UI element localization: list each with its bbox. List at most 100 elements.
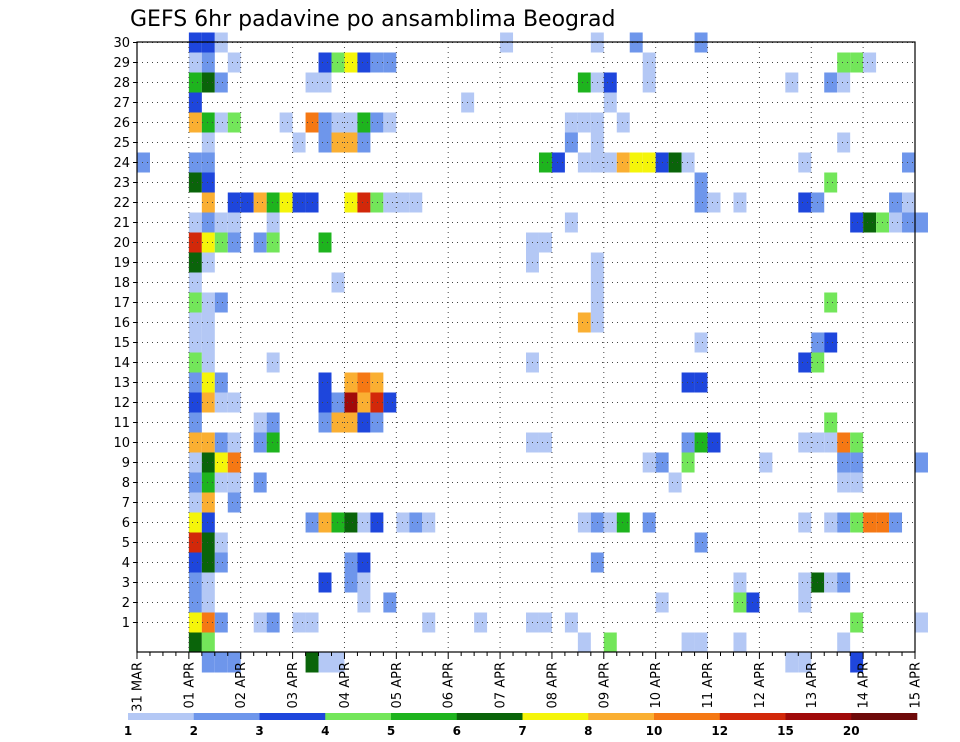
colorbar-label: 1 bbox=[124, 724, 132, 738]
heatmap-cell bbox=[694, 532, 708, 553]
heatmap-cell bbox=[201, 572, 215, 593]
heatmap-cell bbox=[331, 652, 345, 673]
heatmap-cell bbox=[707, 432, 721, 453]
heatmap-cell bbox=[188, 572, 202, 593]
heatmap-cell bbox=[201, 452, 215, 473]
y-tick-label: 15 bbox=[113, 336, 130, 351]
y-tick-label: 28 bbox=[113, 76, 130, 91]
colorbar-label: 12 bbox=[711, 724, 728, 738]
x-tick-label: 01 APR bbox=[182, 662, 197, 708]
heatmap-cell bbox=[357, 372, 371, 393]
heatmap-cell bbox=[214, 532, 228, 553]
y-tick-label: 29 bbox=[113, 56, 130, 71]
y-tick-label: 9 bbox=[122, 456, 130, 471]
heatmap-cell bbox=[201, 192, 215, 213]
heatmap-cell bbox=[318, 232, 332, 253]
y-tick-label: 27 bbox=[113, 96, 130, 111]
heatmap-cell bbox=[902, 212, 915, 233]
heatmap-cell bbox=[850, 512, 864, 533]
heatmap-cell bbox=[318, 52, 332, 73]
heatmap-cell bbox=[188, 152, 202, 173]
y-tick-label: 20 bbox=[113, 236, 130, 251]
y-tick-label: 25 bbox=[113, 136, 130, 151]
heatmap-cell bbox=[409, 512, 423, 533]
heatmap-cell bbox=[837, 132, 851, 153]
heatmap-cell bbox=[318, 392, 332, 413]
heatmap-cell bbox=[214, 112, 228, 133]
heatmap-cell bbox=[344, 112, 358, 133]
heatmap-cell bbox=[305, 652, 319, 673]
heatmap-cell bbox=[733, 572, 747, 593]
heatmap-cell bbox=[201, 652, 215, 673]
heatmap-cell bbox=[188, 512, 202, 533]
heatmap-cell bbox=[577, 512, 591, 533]
x-tick-label: 06 APR bbox=[442, 662, 457, 708]
heatmap-cell bbox=[837, 512, 851, 533]
heatmap-cell bbox=[214, 292, 228, 313]
colorbar-swatch bbox=[325, 713, 392, 720]
heatmap-cell bbox=[850, 432, 864, 453]
y-tick-label: 12 bbox=[113, 396, 130, 411]
heatmap-cell bbox=[681, 432, 695, 453]
heatmap-cell bbox=[318, 572, 332, 593]
heatmap-cell bbox=[344, 552, 358, 573]
heatmap-cell bbox=[759, 452, 773, 473]
chart-title: GEFS 6hr padavine po ansamblima Beograd bbox=[130, 7, 616, 32]
heatmap-cell bbox=[318, 372, 332, 393]
colorbar-swatch bbox=[588, 713, 655, 720]
heatmap-cell bbox=[201, 512, 215, 533]
heatmap-cell bbox=[577, 152, 591, 173]
heatmap-cell bbox=[668, 472, 682, 493]
y-tick-label: 23 bbox=[113, 176, 130, 191]
x-tick-label: 02 APR bbox=[234, 662, 249, 708]
y-tick-label: 3 bbox=[122, 576, 130, 591]
heatmap-cell bbox=[824, 172, 838, 193]
heatmap-cell bbox=[603, 92, 617, 113]
heatmap-cell bbox=[227, 212, 241, 233]
heatmap-cell bbox=[370, 392, 384, 413]
heatmap-cell bbox=[266, 432, 280, 453]
heatmap-cell bbox=[201, 132, 215, 153]
colorbar-label: 8 bbox=[584, 724, 592, 738]
heatmap-cell bbox=[201, 172, 215, 193]
colorbar-swatch bbox=[785, 713, 852, 720]
heatmap-cell bbox=[318, 412, 332, 433]
heatmap-cell bbox=[227, 432, 241, 453]
heatmap-cell bbox=[694, 632, 708, 653]
heatmap-cell bbox=[318, 512, 332, 533]
heatmap-cell bbox=[824, 412, 838, 433]
colorbar-swatch bbox=[719, 713, 786, 720]
heatmap-cell bbox=[227, 52, 241, 73]
y-tick-label: 13 bbox=[113, 376, 130, 391]
heatmap-cell bbox=[837, 72, 851, 93]
colorbar-label: 5 bbox=[387, 724, 395, 738]
heatmap-cell bbox=[253, 192, 267, 213]
heatmap-cell bbox=[824, 512, 838, 533]
heatmap-cell bbox=[201, 252, 215, 273]
heatmap-cell bbox=[201, 232, 215, 253]
heatmap-cell bbox=[318, 112, 332, 133]
y-tick-label: 8 bbox=[122, 476, 130, 491]
heatmap-cell bbox=[201, 312, 215, 333]
heatmap-cell bbox=[694, 332, 708, 353]
heatmap-cell bbox=[227, 112, 241, 133]
heatmap-cell bbox=[798, 192, 812, 213]
heatmap-cell bbox=[370, 52, 384, 73]
y-tick-label: 30 bbox=[113, 36, 130, 51]
heatmap-cell bbox=[902, 152, 915, 173]
heatmap-cell bbox=[733, 592, 747, 613]
heatmap-cell bbox=[266, 192, 280, 213]
heatmap-cell bbox=[798, 152, 812, 173]
heatmap-cell bbox=[785, 72, 799, 93]
heatmap-cell bbox=[253, 412, 267, 433]
colorbar-swatch bbox=[456, 713, 523, 720]
heatmap-cell bbox=[837, 432, 851, 453]
heatmap-cell bbox=[214, 552, 228, 573]
colorbar-swatch bbox=[193, 713, 260, 720]
heatmap-cell bbox=[188, 552, 202, 573]
heatmap-cell bbox=[201, 472, 215, 493]
heatmap-cell bbox=[201, 392, 215, 413]
y-tick-label: 17 bbox=[113, 296, 130, 311]
heatmap-cell bbox=[370, 112, 384, 133]
y-tick-label: 5 bbox=[122, 536, 130, 551]
